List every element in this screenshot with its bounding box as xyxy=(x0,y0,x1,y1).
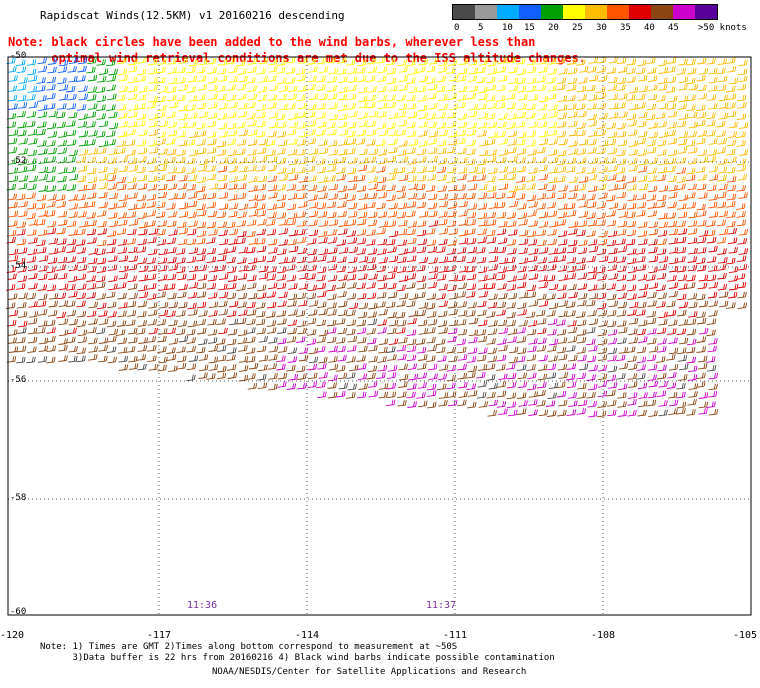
legend-label: >50 knots xyxy=(698,23,747,33)
legend-label: 15 xyxy=(524,23,535,33)
legend-label: 45 xyxy=(668,23,679,33)
wind-barb-group xyxy=(16,318,717,417)
wind-barb-group xyxy=(6,57,38,102)
map-border xyxy=(7,56,752,616)
wind-barb-group xyxy=(6,165,749,247)
legend-swatch xyxy=(541,5,563,19)
lon-label: -111 xyxy=(442,630,468,641)
legend-label: 10 xyxy=(502,23,513,33)
legend-label: 30 xyxy=(596,23,607,33)
legend-label: 5 xyxy=(478,23,484,33)
lon-label: -105 xyxy=(732,630,758,641)
time-label: 11:37 xyxy=(426,600,457,611)
legend-label: 20 xyxy=(548,23,559,33)
legend-swatch xyxy=(607,5,629,19)
legend-swatch xyxy=(585,5,607,19)
altitude-note-line2: optimal wind retrieval conditions are me… xyxy=(8,51,586,65)
wind-barb-group xyxy=(6,282,748,418)
lat-label: -56 xyxy=(10,375,27,385)
legend-label: 35 xyxy=(620,23,631,33)
legend-label: 40 xyxy=(644,23,655,33)
lat-label: -54 xyxy=(10,261,27,271)
wind-speed-legend: 0 5 10 15 20 25 30 35 40 45 >50 knots xyxy=(452,4,756,35)
legend-color-bar xyxy=(452,4,718,20)
legend-swatch xyxy=(673,5,695,19)
legend-swatch xyxy=(651,5,673,19)
wind-barb-group xyxy=(6,57,119,192)
legend-swatch xyxy=(453,5,475,19)
wind-barbs-layer xyxy=(5,56,749,418)
footer-note-2: 3)Data buffer is 22 hrs from 20160216 4)… xyxy=(40,653,555,663)
legend-swatch xyxy=(497,5,519,19)
lon-label: -108 xyxy=(590,630,616,641)
legend-swatch xyxy=(629,5,651,19)
lon-label: -114 xyxy=(294,630,320,641)
legend-label: 25 xyxy=(572,23,583,33)
legend-label: 0 xyxy=(454,23,460,33)
lon-label: -117 xyxy=(146,630,172,641)
lat-label: -58 xyxy=(10,493,27,503)
wind-barb-group xyxy=(276,318,719,418)
legend-swatch xyxy=(475,5,497,19)
footer-note-1: Note: 1) Times are GMT 2)Times along bot… xyxy=(40,642,458,652)
wind-barb-group xyxy=(5,220,749,346)
altitude-note-line1: Note: black circles have been added to t… xyxy=(8,35,536,49)
footer-credit: NOAA/NESDIS/Center for Satellite Applica… xyxy=(212,667,527,677)
lat-label: -52 xyxy=(10,156,27,166)
time-label: 11:36 xyxy=(187,600,218,611)
lat-label: -50 xyxy=(10,51,27,61)
altitude-note: Note: black circles have been added to t… xyxy=(8,34,586,66)
map-title: Rapidscat Winds(12.5KM) v1 20160216 desc… xyxy=(40,9,345,22)
wind-barb-group xyxy=(116,56,558,147)
legend-swatch xyxy=(695,5,717,19)
legend-swatch xyxy=(563,5,585,19)
wind-barb-group xyxy=(76,57,749,193)
lat-lon-grid xyxy=(8,57,751,615)
lat-label: -60 xyxy=(10,607,27,617)
lon-label: -120 xyxy=(0,630,25,641)
legend-swatch xyxy=(519,5,541,19)
wind-barb-group xyxy=(8,57,89,112)
